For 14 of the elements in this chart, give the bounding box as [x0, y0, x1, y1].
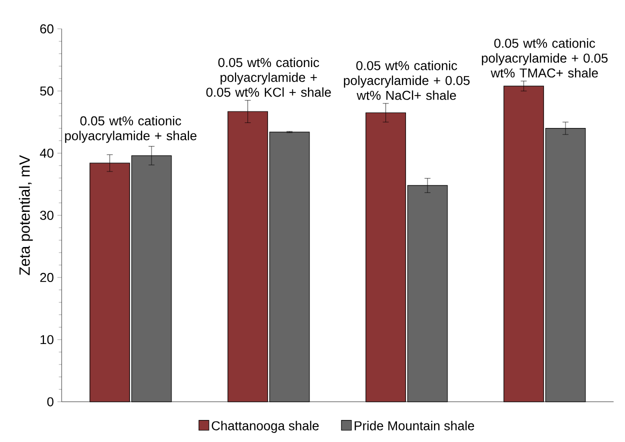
- y-tick-label: 0: [47, 397, 54, 407]
- y-axis-title: Zeta potential, mV: [18, 155, 33, 276]
- y-tick-label: 40: [40, 148, 54, 158]
- x-tick-label: 0.05 wt% cationic polyacrylamide + 0.05 wt% KCl + shale: [206, 58, 331, 98]
- y-tick-label: 50: [40, 86, 54, 96]
- x-tick-label: 0.05 wt% cationic polyacrylamide + shale: [65, 116, 196, 144]
- x-tick-label: 0.05 wt% cationic polyacrylamide + 0.05 wt% TMAC+ shale: [482, 38, 608, 78]
- x-tick-label: 0.05 wt% cationic polyacrylamide + 0.05 wt% NaCl+ shale: [344, 60, 470, 100]
- y-tick-label: 20: [40, 273, 54, 282]
- y-tick-label: 30: [40, 210, 54, 220]
- y-tick-label: 10: [40, 335, 54, 344]
- legend-label: Pride Mountain shale: [354, 421, 474, 431]
- legend-label: Chattanooga shale: [212, 421, 319, 434]
- y-tick-label: 60: [40, 24, 54, 34]
